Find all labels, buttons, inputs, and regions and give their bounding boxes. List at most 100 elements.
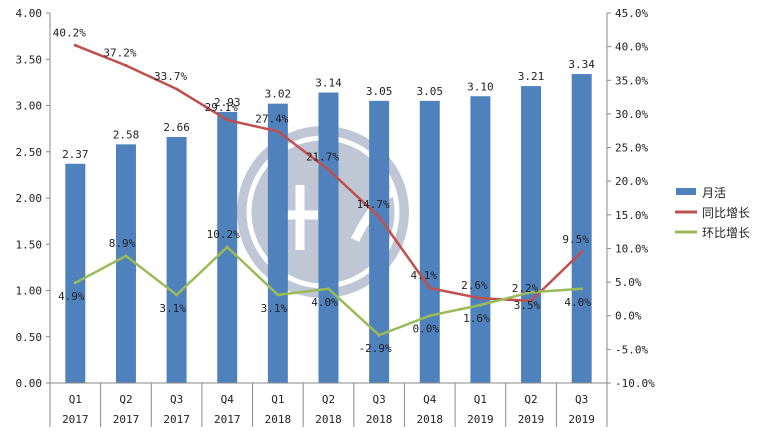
- x-axis-year-label: 2019: [518, 413, 545, 426]
- line-point: [327, 287, 330, 291]
- right-axis-tick-label: 10.0%: [615, 242, 648, 255]
- line-value-label: 10.2%: [207, 228, 240, 241]
- x-axis-quarter-label: Q4: [423, 393, 437, 406]
- legend-label: 月活: [702, 186, 726, 200]
- line-value-label: 4.9%: [58, 290, 85, 303]
- x-axis-year-label: 2017: [163, 413, 190, 426]
- bar: [267, 103, 288, 384]
- x-axis-quarter-label: Q2: [119, 393, 132, 406]
- line-value-label: 37.2%: [103, 46, 136, 59]
- right-axis-tick-label: 20.0%: [615, 175, 648, 188]
- bar: [65, 163, 86, 383]
- bar: [521, 86, 542, 383]
- bar-value-label: 3.10: [467, 80, 494, 93]
- left-axis-tick-label: 1.00: [16, 285, 43, 298]
- line-point: [377, 333, 381, 337]
- line-point: [276, 129, 280, 133]
- right-axis-tick-label: 15.0%: [615, 209, 648, 222]
- right-axis-tick-label: 30.0%: [615, 108, 648, 121]
- right-axis-tick-label: 40.0%: [615, 41, 648, 54]
- bar-series: [65, 74, 592, 384]
- data-labels: 2.37 2.58 2.66 2.93 3.02 3.14 3.05 3.05 3.10 3.21…: [53, 26, 596, 355]
- x-axis-year-label: 2017: [113, 413, 140, 426]
- x-axis-quarter-label: Q2: [524, 393, 537, 406]
- right-axis-tick-label: 5.0%: [615, 276, 642, 289]
- line-value-label: 2.2%: [512, 282, 539, 295]
- right-axis-tick-label: 45.0%: [615, 7, 648, 20]
- legend-label: 环比增长: [702, 226, 750, 240]
- x-axis-quarter-label: Q3: [575, 393, 588, 406]
- left-axis-tick-label: 0.50: [16, 331, 43, 344]
- x-axis-year-label: 2017: [214, 413, 241, 426]
- line-point: [327, 168, 330, 172]
- line-point: [478, 303, 482, 307]
- line-value-label: 3.1%: [159, 302, 186, 315]
- bar-value-label: 3.05: [366, 85, 393, 98]
- line-point: [225, 245, 229, 249]
- bar: [470, 96, 491, 383]
- line-point: [428, 286, 432, 290]
- bar: [318, 92, 339, 384]
- bar-value-label: 3.34: [568, 58, 595, 71]
- x-axis-quarter-label: Q1: [69, 393, 82, 406]
- line-value-label: 1.6%: [463, 312, 490, 325]
- line-value-label: 4.1%: [411, 269, 438, 282]
- x-axis-quarter-label: Q4: [221, 393, 235, 406]
- bar-value-label: 3.21: [518, 70, 545, 83]
- line-value-label: 9.5%: [562, 233, 589, 246]
- x-axis-year-label: 2019: [467, 413, 494, 426]
- right-axis-tick-label: -5.0%: [615, 343, 648, 356]
- x-axis-quarter-label: Q3: [170, 393, 183, 406]
- line-point: [124, 63, 128, 67]
- left-axis-tick-label: 3.00: [16, 100, 43, 113]
- line-point: [73, 281, 77, 285]
- x-axis-quarter-label: Q3: [373, 393, 386, 406]
- bar-value-label: 2.93: [214, 96, 241, 109]
- bar-value-label: 3.14: [315, 77, 342, 90]
- bar: [419, 100, 440, 383]
- left-axis-tick-label: 1.50: [16, 238, 43, 251]
- line-point: [377, 215, 381, 219]
- x-axis-year-label: 2019: [568, 413, 595, 426]
- legend-swatch: [676, 188, 696, 195]
- line-point: [529, 290, 533, 294]
- line-value-label: 3.5%: [514, 299, 541, 312]
- line-value-label: 2.6%: [461, 279, 488, 292]
- left-axis-tick-label: 4.00: [16, 7, 43, 20]
- line-value-label: 14.7%: [357, 198, 390, 211]
- line-point: [276, 293, 280, 297]
- line-value-label: 29.1%: [205, 101, 238, 114]
- line-point: [73, 43, 77, 47]
- x-axis-year-label: 2017: [62, 413, 89, 426]
- x-axis-quarter-label: Q1: [474, 393, 487, 406]
- bar-value-label: 2.37: [62, 148, 89, 161]
- bar: [115, 144, 136, 383]
- line-point: [175, 293, 179, 297]
- bar: [166, 136, 187, 383]
- line-series: [73, 43, 584, 337]
- line-value-label: 8.9%: [109, 237, 136, 250]
- line-value-label: 33.7%: [154, 70, 187, 83]
- line-value-label: 27.4%: [255, 112, 288, 125]
- x-axis-year-label: 2018: [315, 413, 342, 426]
- left-axis-tick-label: 2.00: [16, 192, 43, 205]
- legend-label: 同比增长: [702, 206, 750, 220]
- line-point: [124, 254, 128, 258]
- line-value-label: 0.0%: [413, 323, 440, 336]
- x-axis-quarter-label: Q1: [271, 393, 284, 406]
- line-value-label: 4.0%: [564, 296, 591, 309]
- line-value-label: 21.7%: [306, 151, 339, 164]
- line-value-label: -2.9%: [359, 342, 392, 355]
- right-axis-tick-label: 35.0%: [615, 74, 648, 87]
- left-axis-tick-label: 3.50: [16, 53, 43, 66]
- bar-value-label: 3.05: [417, 85, 444, 98]
- x-axis-year-label: 2018: [366, 413, 393, 426]
- bar-value-label: 2.66: [163, 121, 190, 134]
- line-point: [225, 118, 229, 122]
- bar-value-label: 3.02: [265, 88, 292, 101]
- line-point: [478, 296, 482, 300]
- line-value-label: 3.1%: [261, 302, 288, 315]
- line-point: [175, 87, 179, 91]
- right-axis-tick-label: 0.0%: [615, 310, 642, 323]
